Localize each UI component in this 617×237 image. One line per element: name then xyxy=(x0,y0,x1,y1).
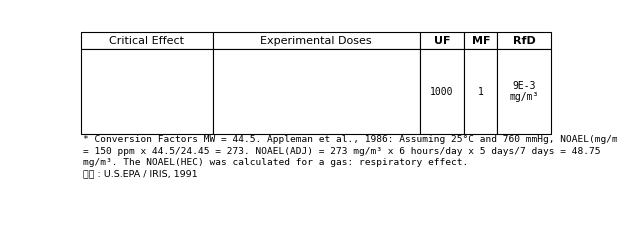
Text: NOAEL  273  mg/m³  (150 ppm): NOAEL 273 mg/m³ (150 ppm) xyxy=(217,55,382,65)
Bar xyxy=(420,49,465,134)
Text: mg/m³: mg/m³ xyxy=(510,92,539,102)
Bar xyxy=(213,49,420,134)
Text: NOAEL(HEC)  8.7  mg/m³: NOAEL(HEC) 8.7 mg/m³ xyxy=(217,75,347,85)
Bar xyxy=(81,49,213,134)
Text: LOAEL(HEC)  16.9  mg/m³: LOAEL(HEC) 16.9 mg/m³ xyxy=(217,115,352,125)
Text: 9E-3: 9E-3 xyxy=(513,81,536,91)
Bar xyxy=(465,32,497,49)
Text: UF: UF xyxy=(434,36,450,46)
Text: Appleman et al., 1986: 1982: Appleman et al., 1986: 1982 xyxy=(86,125,244,135)
Bar xyxy=(465,49,497,134)
Bar xyxy=(420,32,465,49)
Text: 1: 1 xyxy=(478,87,484,97)
Text: epithelium: epithelium xyxy=(86,65,144,75)
Text: 출첸 : U.S.EPA / IRIS, 1991: 출첸 : U.S.EPA / IRIS, 1991 xyxy=(83,169,197,178)
Bar xyxy=(213,32,420,49)
Text: Critical Effect: Critical Effect xyxy=(109,36,184,46)
Text: 1000: 1000 xyxy=(430,87,453,97)
Text: Degenration of olfactory: Degenration of olfactory xyxy=(86,55,226,65)
Text: NOAEL(ADJ)  48.75  mg/m³: NOAEL(ADJ) 48.75 mg/m³ xyxy=(217,65,358,75)
Bar xyxy=(497,49,552,134)
Text: Short-term rat inhalation study: Short-term rat inhalation study xyxy=(86,95,268,105)
Text: LOAEL  728  mg/m³  (400 ppm): LOAEL 728 mg/m³ (400 ppm) xyxy=(217,95,382,105)
Text: Experimental Doses: Experimental Doses xyxy=(260,36,372,46)
Text: mg/m³. The NOAEL(HEC) was calculated for a gas: respiratory effect.: mg/m³. The NOAEL(HEC) was calculated for… xyxy=(83,158,468,167)
Bar xyxy=(81,32,213,49)
Text: MF: MF xyxy=(471,36,490,46)
Bar xyxy=(497,32,552,49)
Text: * Conversion Factors MW = 44.5. Appleman et al., 1986: Assuming 25°C and 760 mmH: * Conversion Factors MW = 44.5. Appleman… xyxy=(83,136,617,145)
Text: LOAEL(ADJ)  130  mg/m³: LOAEL(ADJ) 130 mg/m³ xyxy=(217,105,347,115)
Text: RfD: RfD xyxy=(513,36,536,46)
Text: = 150 ppm x 44.5/24.45 = 273. NOAEL(ADJ) = 273 mg/m³ x 6 hours/day x 5 days/7 da: = 150 ppm x 44.5/24.45 = 273. NOAEL(ADJ)… xyxy=(83,147,600,156)
